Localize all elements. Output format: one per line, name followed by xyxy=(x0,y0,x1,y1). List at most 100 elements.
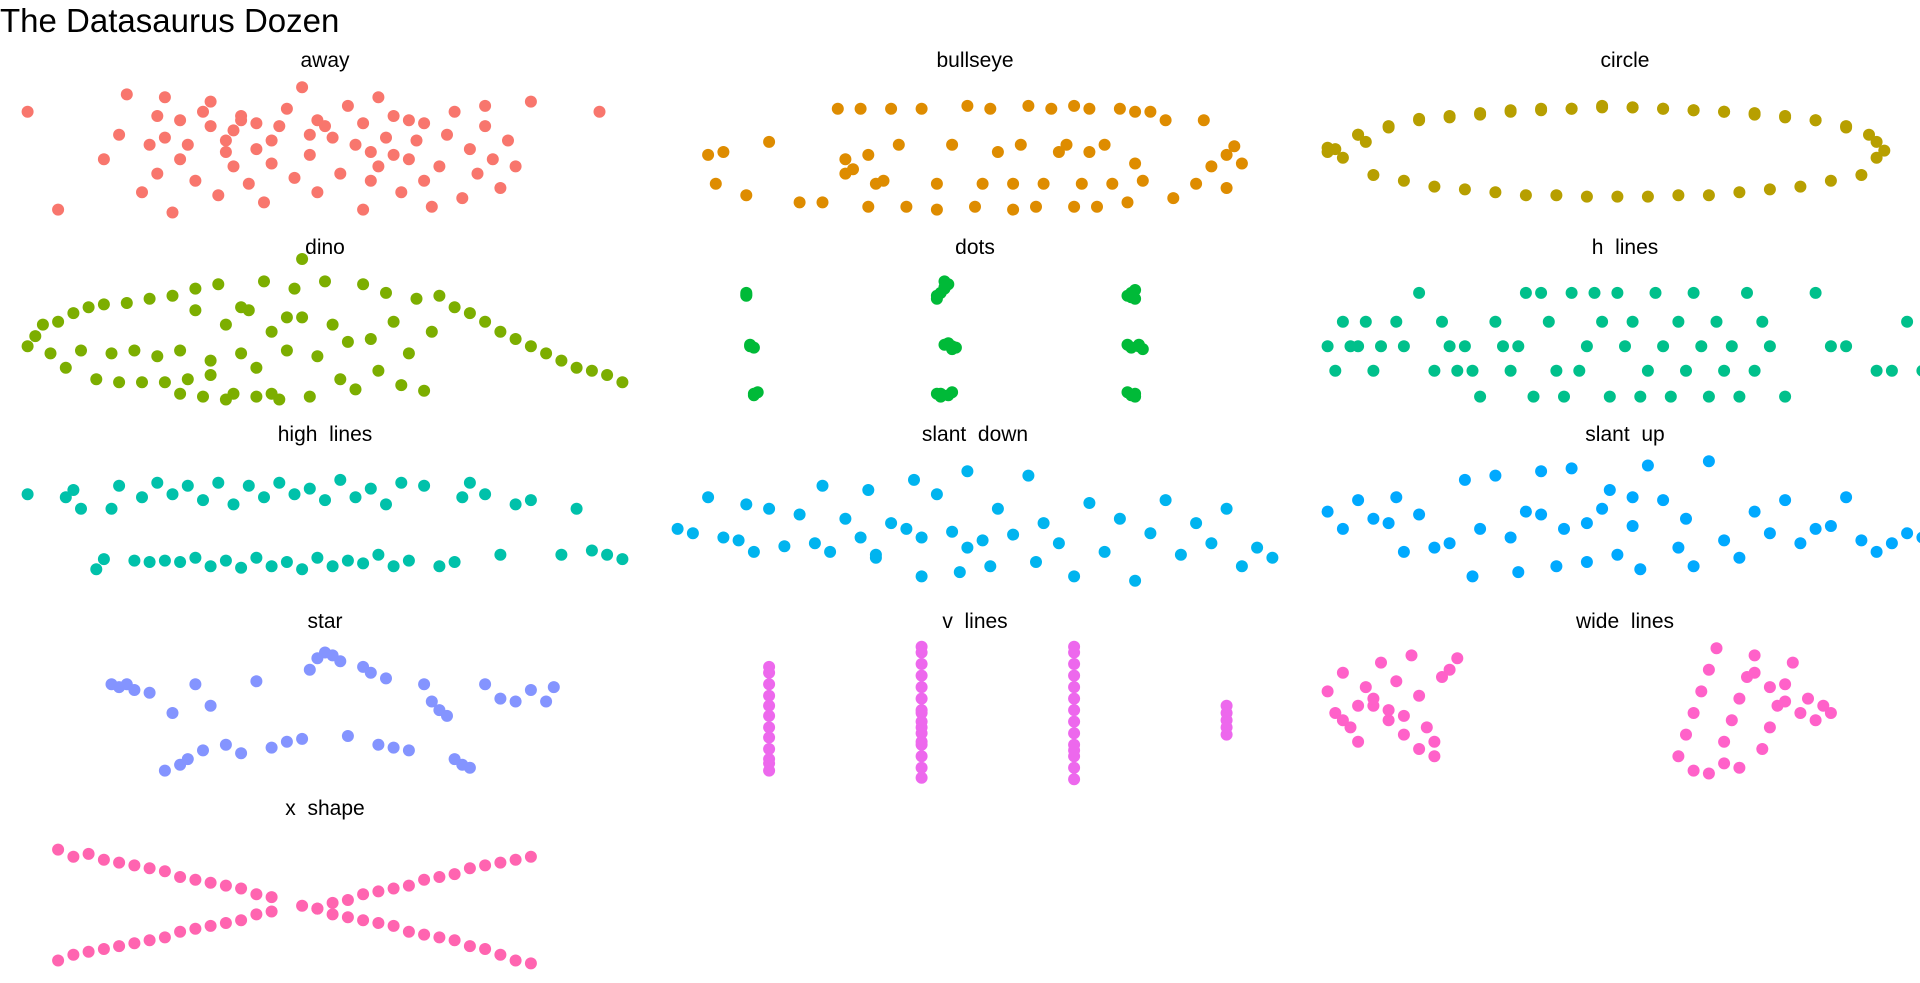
data-point xyxy=(1052,146,1065,158)
data-point xyxy=(1113,102,1126,115)
data-point xyxy=(847,163,859,176)
data-point xyxy=(1113,512,1126,525)
data-point xyxy=(1809,714,1822,727)
data-point xyxy=(908,473,920,486)
data-point xyxy=(418,174,431,187)
data-point xyxy=(219,318,232,331)
data-point xyxy=(1451,364,1464,377)
data-point xyxy=(296,563,309,576)
data-point xyxy=(1367,512,1380,525)
data-point xyxy=(1512,566,1525,579)
data-point xyxy=(1367,364,1380,377)
data-point xyxy=(1397,340,1410,353)
data-point xyxy=(463,940,476,953)
data-point xyxy=(418,479,431,492)
data-point xyxy=(1458,183,1471,196)
data-point xyxy=(601,548,614,561)
data-point xyxy=(326,131,339,144)
data-point xyxy=(1748,649,1761,662)
data-point xyxy=(915,669,928,682)
data-point xyxy=(1649,286,1662,299)
data-point xyxy=(1710,642,1723,655)
data-point xyxy=(1068,715,1081,728)
data-point xyxy=(494,182,507,194)
data-point xyxy=(1068,681,1081,694)
data-point xyxy=(763,709,776,722)
data-point xyxy=(1352,128,1365,141)
data-point xyxy=(288,171,301,184)
data-point xyxy=(410,292,423,305)
data-point xyxy=(204,560,217,573)
data-point xyxy=(143,138,156,151)
data-point xyxy=(1352,340,1365,353)
data-point xyxy=(1794,180,1807,193)
data-point xyxy=(204,354,217,367)
facet-plot-area xyxy=(1321,455,1920,583)
data-point xyxy=(1190,177,1203,190)
data-point xyxy=(555,548,568,561)
data-point xyxy=(52,203,65,216)
data-point xyxy=(1428,541,1441,554)
facet-panel-slant-up: slant up xyxy=(1300,424,1920,609)
data-point xyxy=(816,479,829,492)
data-point xyxy=(915,570,928,583)
data-point xyxy=(166,289,179,302)
data-point xyxy=(839,153,852,166)
data-point xyxy=(456,192,469,205)
data-point xyxy=(1390,491,1403,504)
data-point xyxy=(372,738,385,751)
data-point xyxy=(900,200,913,213)
facet-title: slant up xyxy=(1585,423,1665,446)
data-point xyxy=(1235,157,1248,170)
data-point xyxy=(915,658,928,670)
data-point xyxy=(1037,177,1050,190)
data-point xyxy=(1733,551,1746,564)
data-point xyxy=(1022,469,1035,482)
data-point xyxy=(1382,704,1395,717)
data-point xyxy=(334,473,347,486)
data-point xyxy=(1159,494,1172,507)
data-point xyxy=(128,859,141,872)
data-point xyxy=(991,502,1004,515)
data-point xyxy=(763,699,776,712)
data-point xyxy=(1680,728,1692,741)
data-point xyxy=(334,167,347,180)
data-point xyxy=(21,105,34,118)
data-point xyxy=(1390,675,1403,688)
data-point xyxy=(158,554,171,567)
data-point xyxy=(616,376,629,389)
data-point xyxy=(1068,570,1081,583)
data-point xyxy=(189,873,202,886)
data-point xyxy=(387,148,400,161)
data-point xyxy=(1748,666,1761,679)
data-point xyxy=(197,744,209,757)
data-point xyxy=(1336,522,1349,535)
data-point xyxy=(1359,315,1372,328)
data-point xyxy=(601,369,614,381)
data-point xyxy=(946,138,959,151)
facet-plot-area xyxy=(21,253,629,406)
data-point xyxy=(97,853,110,866)
data-point xyxy=(479,488,492,501)
data-point xyxy=(235,914,248,927)
data-point xyxy=(380,286,392,299)
data-point xyxy=(1657,494,1670,507)
data-point xyxy=(1840,340,1853,353)
data-point xyxy=(1702,767,1715,780)
data-point xyxy=(1519,505,1532,518)
data-point xyxy=(250,361,263,374)
data-point xyxy=(471,167,484,180)
data-point xyxy=(1687,286,1700,299)
data-point xyxy=(1718,735,1731,748)
data-point xyxy=(433,160,446,173)
data-point xyxy=(349,138,362,151)
data-point xyxy=(1870,135,1883,148)
data-point xyxy=(1167,192,1180,205)
data-point xyxy=(1083,497,1096,509)
data-point xyxy=(265,891,278,904)
data-point xyxy=(280,102,293,115)
data-point xyxy=(402,153,415,166)
data-point xyxy=(930,177,943,190)
data-point xyxy=(839,512,852,525)
data-point xyxy=(1443,663,1456,676)
